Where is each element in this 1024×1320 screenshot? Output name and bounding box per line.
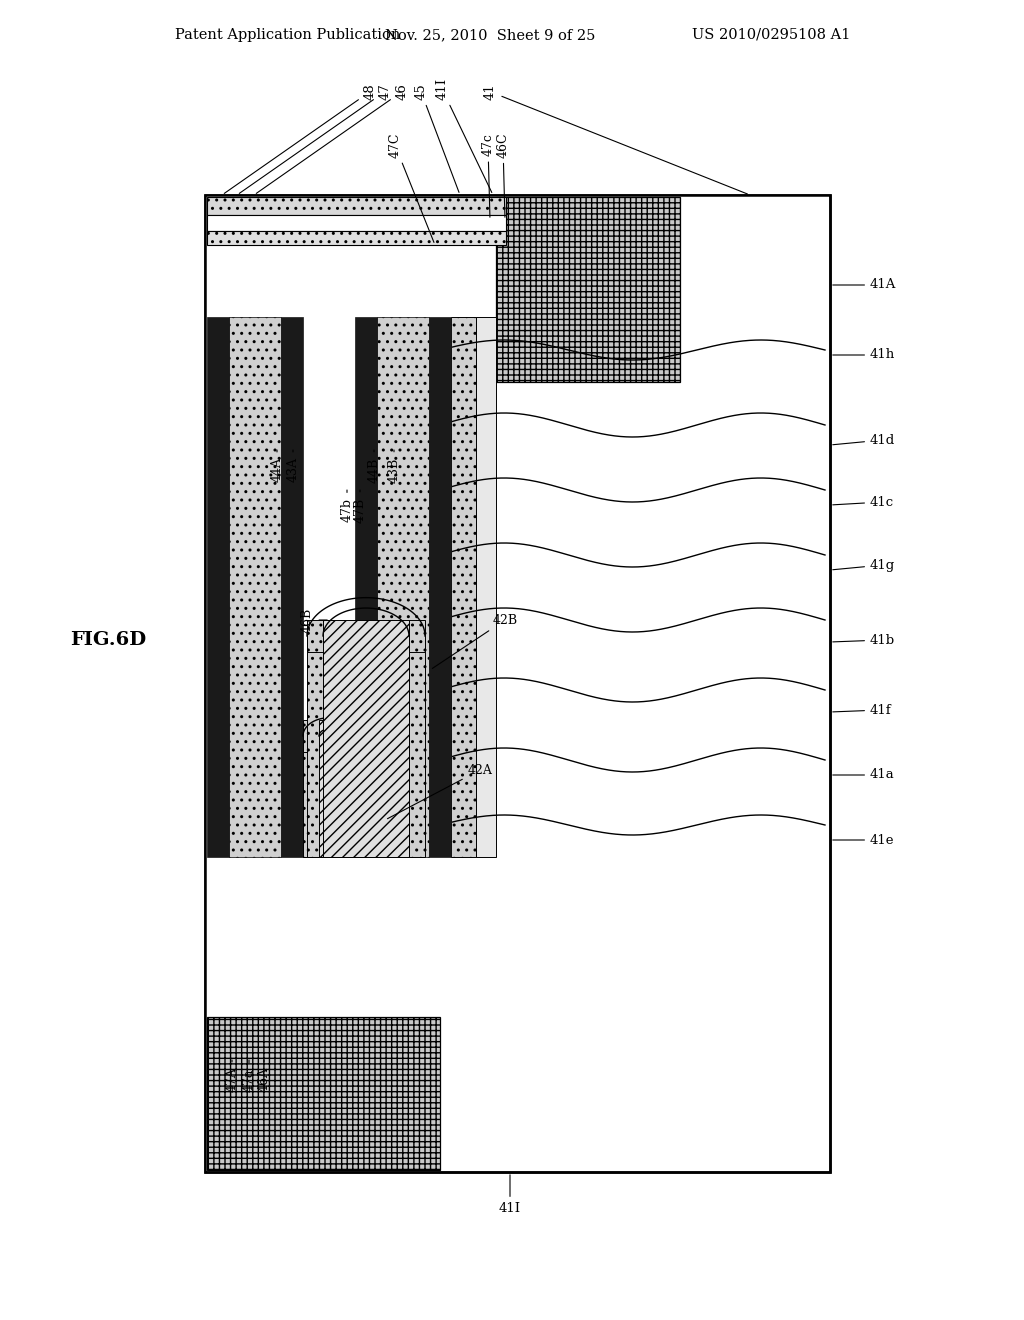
Text: 47B: 47B xyxy=(353,490,367,523)
Bar xyxy=(207,197,506,215)
Text: 41d: 41d xyxy=(833,433,895,446)
Bar xyxy=(429,317,451,857)
Bar xyxy=(229,317,281,857)
Text: 46A: 46A xyxy=(257,1060,270,1093)
Bar xyxy=(451,317,476,857)
Text: US 2010/0295108 A1: US 2010/0295108 A1 xyxy=(691,28,850,42)
Text: 41b: 41b xyxy=(833,634,895,647)
Bar xyxy=(319,719,339,857)
Text: 41: 41 xyxy=(483,83,748,194)
Text: 48: 48 xyxy=(224,83,377,194)
Text: 41f: 41f xyxy=(833,704,892,717)
Text: 41g: 41g xyxy=(833,558,895,572)
Text: 44B: 44B xyxy=(368,450,381,483)
Text: 41e: 41e xyxy=(833,833,895,846)
Bar xyxy=(307,620,425,652)
Bar xyxy=(303,737,319,857)
Bar xyxy=(409,636,425,857)
Text: 47: 47 xyxy=(240,83,391,194)
Text: 46B: 46B xyxy=(300,607,328,632)
Text: Patent Application Publication: Patent Application Publication xyxy=(175,28,400,42)
Text: 41I: 41I xyxy=(499,1175,521,1214)
Text: 44A: 44A xyxy=(270,450,284,483)
Bar xyxy=(205,195,830,1172)
Bar xyxy=(496,197,680,381)
Text: FIG.6D: FIG.6D xyxy=(70,631,146,649)
Text: 47A: 47A xyxy=(225,1060,239,1093)
Bar xyxy=(377,317,429,857)
Text: Nov. 25, 2010  Sheet 9 of 25: Nov. 25, 2010 Sheet 9 of 25 xyxy=(385,28,595,42)
Text: 47a: 47a xyxy=(243,1060,256,1092)
Text: 41A: 41A xyxy=(833,279,896,292)
Text: 46: 46 xyxy=(256,83,409,194)
Bar xyxy=(207,231,506,246)
Bar xyxy=(323,620,409,857)
Bar xyxy=(207,317,229,857)
Text: 43B: 43B xyxy=(387,450,400,483)
Text: 46C: 46C xyxy=(497,132,510,218)
Bar xyxy=(307,636,323,857)
Bar xyxy=(476,317,496,857)
Text: 42A: 42A xyxy=(387,763,493,818)
Text: 41h: 41h xyxy=(833,348,895,362)
Bar xyxy=(281,317,303,857)
Text: 47c: 47c xyxy=(481,133,495,218)
Text: 42B: 42B xyxy=(432,614,517,668)
Bar xyxy=(207,215,506,231)
Bar xyxy=(207,1016,440,1170)
Bar xyxy=(206,195,829,1171)
Bar xyxy=(339,737,355,857)
Bar xyxy=(355,317,377,857)
Bar xyxy=(303,719,355,752)
Text: 47C: 47C xyxy=(388,132,434,243)
Text: 45: 45 xyxy=(415,83,459,193)
Text: 43A: 43A xyxy=(287,450,299,483)
Text: 47b: 47b xyxy=(341,490,353,521)
Text: 41I: 41I xyxy=(435,78,492,193)
Text: 41c: 41c xyxy=(833,495,894,508)
Bar xyxy=(205,195,830,1172)
Text: 41a: 41a xyxy=(833,768,895,781)
